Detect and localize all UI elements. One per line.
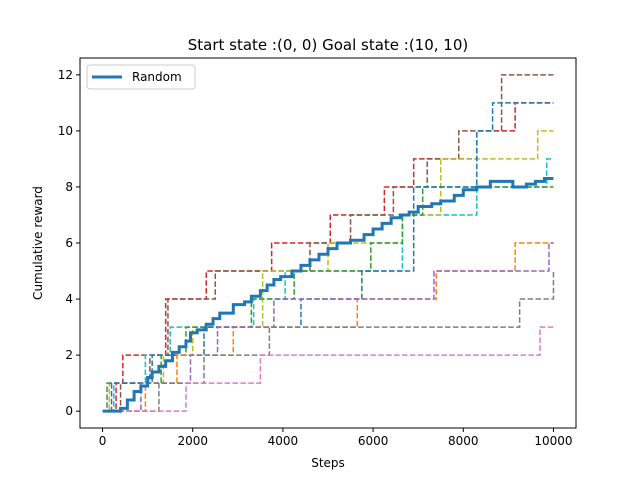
y-ticks: 0 2 4 6 8 10 12 — [58, 68, 80, 418]
legend-label-random: Random — [132, 70, 182, 84]
series-line-10 — [102, 326, 554, 412]
y-tick-label: 12 — [58, 68, 73, 82]
legend-box — [86, 64, 196, 90]
series-line-6 — [102, 102, 554, 412]
y-tick-label: 0 — [65, 404, 73, 418]
series-line-random — [102, 177, 554, 413]
y-tick-label: 8 — [65, 180, 73, 194]
y-tick-label: 4 — [65, 292, 73, 306]
legend: Random — [86, 64, 196, 90]
x-axis-label: Steps — [311, 456, 345, 470]
y-tick-label: 6 — [65, 236, 73, 250]
x-tick-label: 4000 — [268, 434, 299, 448]
series-line-9 — [102, 271, 555, 412]
x-ticks: 0 2000 4000 6000 8000 10000 — [99, 428, 573, 448]
y-tick-label: 2 — [65, 348, 73, 362]
x-tick-label: 0 — [99, 434, 107, 448]
chart-title: Start state :(0, 0) Goal state :(10, 10) — [188, 36, 469, 54]
series-line-8 — [102, 242, 554, 412]
x-tick-label: 8000 — [448, 434, 479, 448]
plot-lines — [102, 74, 555, 413]
x-tick-label: 6000 — [358, 434, 389, 448]
series-line-2 — [102, 74, 554, 412]
series-line-1 — [102, 102, 554, 412]
y-axis-label: Cumulative reward — [31, 186, 45, 300]
y-tick-label: 10 — [58, 124, 73, 138]
x-tick-label: 2000 — [177, 434, 208, 448]
x-tick-label: 10000 — [534, 434, 572, 448]
